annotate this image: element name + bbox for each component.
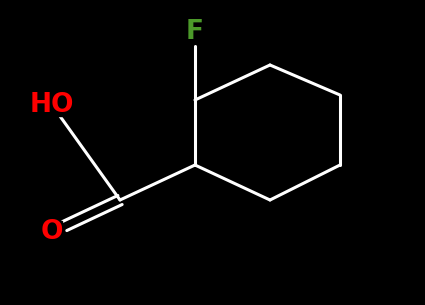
Bar xyxy=(184,21,206,43)
Bar xyxy=(33,94,71,116)
Bar xyxy=(42,221,62,243)
Text: HO: HO xyxy=(30,92,74,118)
Text: O: O xyxy=(41,219,63,245)
Text: F: F xyxy=(186,19,204,45)
